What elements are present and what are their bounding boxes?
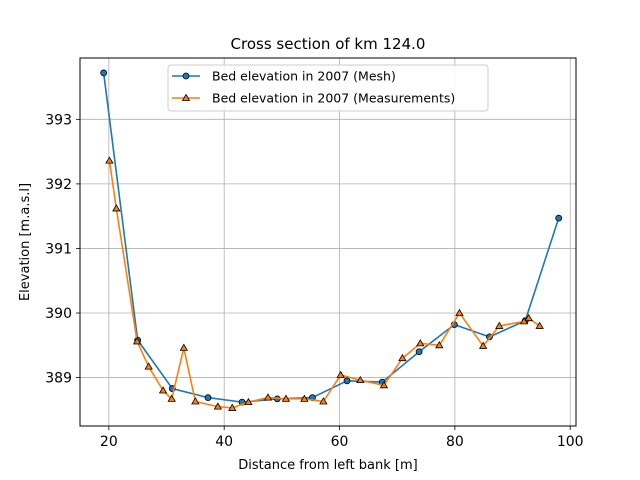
y-tick-label: 393 [45,112,72,128]
data-point [435,341,444,349]
data-point [112,204,121,212]
y-tick-label: 392 [45,177,72,193]
data-point [213,402,223,410]
data-point [416,339,425,347]
y-tick-label: 389 [45,371,72,387]
data-point [300,394,309,402]
data-point [144,362,153,370]
data-point [555,214,563,222]
data-point [158,386,168,394]
data-point [336,370,345,378]
x-tick-label: 20 [100,434,118,450]
legend-measurements-marker [181,93,191,101]
data-point [455,308,464,316]
x-tick-label: 60 [331,434,349,450]
series-measurements [105,156,544,411]
y-tick-label: 391 [45,241,72,257]
x-tick-label: 100 [557,434,584,450]
data-point [204,394,212,401]
legend-frame [167,64,489,112]
legend-measurements-label: Bed elevation in 2007 (Measurements) [212,91,455,106]
legend: Bed elevation in 2007 (Mesh) Bed elevati… [167,64,489,112]
data-point [343,377,351,385]
grid-lines [80,58,576,426]
legend-mesh-label: Bed elevation in 2007 (Mesh) [212,69,396,84]
plot-frame [79,57,577,427]
data-point [132,337,142,345]
x-axis-label: Distance from left bank [m] [238,458,417,473]
chart-title: Cross section of km 124.0 [231,35,426,53]
x-tick-label: 80 [446,434,464,450]
data-point [244,397,253,406]
data-point [263,393,273,401]
series-layer [100,69,563,411]
data-point [100,69,108,77]
data-point [356,375,365,384]
data-point [191,397,200,405]
axis-ticks: 20 40 60 80 100 389 390 391 392 393 [45,112,583,450]
data-point [228,403,237,411]
series-line [102,72,560,403]
data-point [535,321,544,329]
data-point [319,397,328,405]
data-point [379,381,389,389]
y-tick-label: 390 [45,306,72,322]
data-point [281,394,291,402]
data-point [398,353,407,362]
data-point [105,156,114,164]
data-point [478,341,488,349]
x-tick-label: 40 [215,434,233,450]
data-point [495,321,504,329]
legend-mesh-marker [182,72,190,80]
data-point [167,394,176,402]
data-point [524,313,533,322]
y-axis-label: Elevation [m.a.s.l] [18,183,33,301]
data-point [415,348,423,356]
data-point [179,343,189,351]
